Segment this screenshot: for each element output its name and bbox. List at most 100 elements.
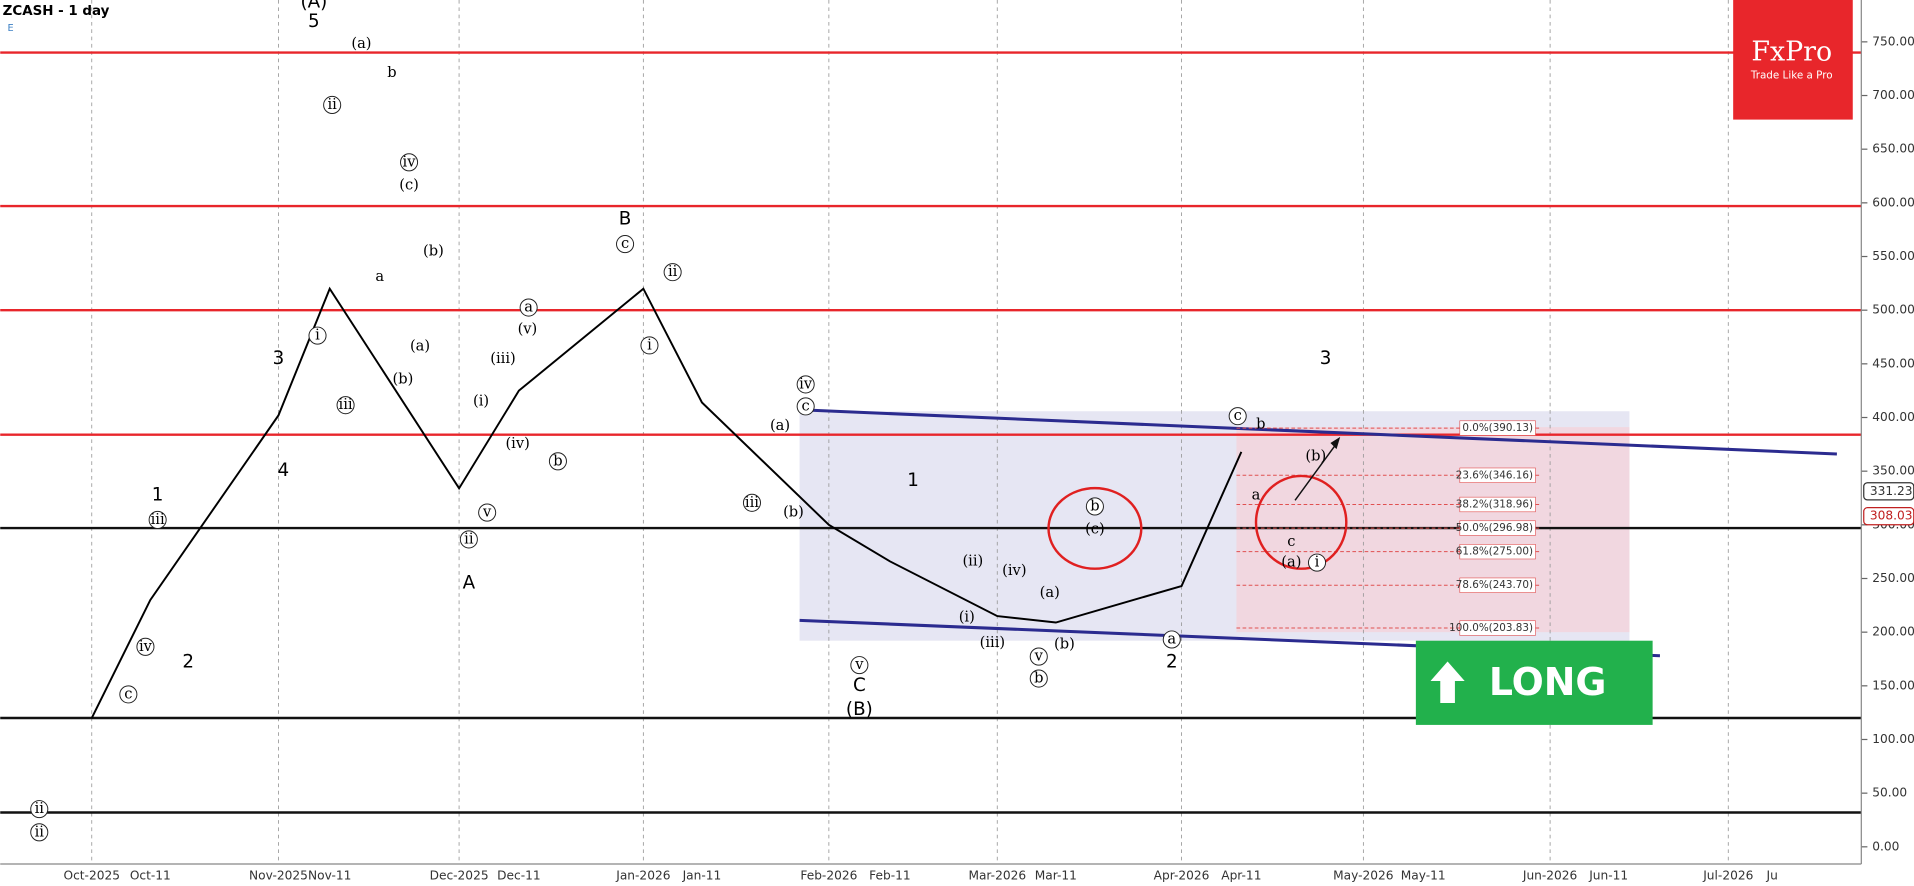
wave-label: (iii) xyxy=(980,634,1005,651)
wave-label: 3 xyxy=(1320,348,1332,369)
symbol-sub: E xyxy=(8,23,14,34)
wave-label: (b) xyxy=(393,371,414,388)
projection-arrow xyxy=(1294,441,1339,501)
circled-wave-label: ii xyxy=(464,530,474,547)
wave-label: b xyxy=(387,64,396,81)
wave-circle xyxy=(640,336,659,355)
wave-label: (a) xyxy=(351,35,371,52)
wave-circle xyxy=(308,326,327,345)
logo-tagline: Trade Like a Pro xyxy=(1750,70,1833,82)
wave-label: 5 xyxy=(308,11,320,32)
wave-label: a xyxy=(375,268,384,285)
wave-label: (i) xyxy=(473,393,489,410)
fib-label: 100.0%(203.83) xyxy=(1449,622,1533,634)
wave-label: (b) xyxy=(1054,635,1075,652)
wave-circle xyxy=(30,800,49,819)
fib-zone xyxy=(1236,427,1630,633)
x-tick-label: Oct-2025 xyxy=(63,869,120,883)
circled-wave-label: ii xyxy=(327,96,337,113)
y-tick-label: 700.00 xyxy=(1872,88,1914,102)
circled-wave-label: ii xyxy=(35,823,45,840)
wave-circle xyxy=(30,823,49,842)
wave-label: (i) xyxy=(959,609,975,626)
wave-circle xyxy=(616,235,635,254)
circled-wave-label: iii xyxy=(339,396,353,413)
wave-circle xyxy=(1029,647,1048,666)
wave-label: (iv) xyxy=(1002,562,1026,579)
x-tick-label: Apr-11 xyxy=(1221,869,1261,883)
fib-label-box xyxy=(1459,620,1536,636)
fib-label-box xyxy=(1459,467,1536,483)
circled-wave-label: iii xyxy=(745,494,759,511)
x-tick-label: Apr-2026 xyxy=(1154,869,1210,883)
wave-label: (a) xyxy=(770,417,790,434)
x-tick-label: Dec-11 xyxy=(497,869,541,883)
wave-circle xyxy=(1162,630,1181,649)
x-tick-label: Nov-2025 xyxy=(249,869,308,883)
circled-wave-label: i xyxy=(647,336,652,353)
y-tick-label: 600.00 xyxy=(1872,195,1914,209)
fib-label: 23.6%(346.16) xyxy=(1456,469,1533,481)
channel-upper xyxy=(805,408,1837,456)
fib-label-box xyxy=(1459,420,1536,436)
wave-label: 1 xyxy=(907,470,919,491)
circled-wave-label: ii xyxy=(35,800,45,817)
x-tick-label: Feb-2026 xyxy=(800,869,857,883)
wave-circle xyxy=(663,263,682,282)
logo-brand: FxPro xyxy=(1751,37,1832,68)
wave-label: 1 xyxy=(152,484,164,505)
circled-wave-label: iv xyxy=(139,638,153,655)
wave-label: c xyxy=(1287,533,1295,550)
wave-label: C xyxy=(853,675,866,696)
circled-wave-label: c xyxy=(621,235,629,252)
y-tick-label: 0.00 xyxy=(1872,839,1899,853)
y-tick-label: 750.00 xyxy=(1872,34,1914,48)
x-tick-label: Jun-11 xyxy=(1588,869,1628,883)
x-tick-label: Nov-11 xyxy=(308,869,351,883)
y-tick-label: 200.00 xyxy=(1872,625,1914,639)
circled-wave-label: b xyxy=(553,452,562,469)
y-tick-label: 500.00 xyxy=(1872,303,1914,317)
circled-wave-label: a xyxy=(524,299,533,316)
wave-circle xyxy=(796,397,815,416)
fib-label-box xyxy=(1459,520,1536,536)
wave-label: B xyxy=(619,209,632,230)
wave-label: (c) xyxy=(399,176,419,193)
y-tick-label: 650.00 xyxy=(1872,142,1914,156)
highlight-circle xyxy=(1047,486,1143,570)
circled-wave-label: iv xyxy=(403,153,417,170)
wave-circle xyxy=(519,298,538,317)
circled-wave-label: v xyxy=(854,656,864,673)
y-tick-label: 450.00 xyxy=(1872,356,1914,370)
x-tick-label: Jul-2026 xyxy=(1702,869,1753,883)
circled-wave-label: b xyxy=(1090,497,1099,514)
x-tick-label: May-11 xyxy=(1401,869,1446,883)
wave-circle xyxy=(336,396,355,415)
x-tick-label: Mar-2026 xyxy=(968,869,1026,883)
long-button[interactable] xyxy=(1415,640,1653,725)
wave-label: (c) xyxy=(1085,521,1105,538)
x-tick-label: Oct-11 xyxy=(130,869,171,883)
wave-circle xyxy=(1029,669,1048,688)
wave-label: (a) xyxy=(410,338,430,355)
wave-circle xyxy=(1085,497,1104,516)
wave-circle xyxy=(1307,553,1327,572)
wave-circle xyxy=(148,510,167,529)
circled-wave-label: iii xyxy=(151,511,165,528)
y-tick-label: 550.00 xyxy=(1872,249,1914,263)
circled-wave-label: c xyxy=(124,685,132,702)
circled-wave-label: i xyxy=(315,327,320,344)
circled-wave-label: c xyxy=(802,397,810,414)
fib-label: 61.8%(275.00) xyxy=(1456,546,1533,558)
x-tick-label: Ju xyxy=(1766,869,1778,883)
y-tick-label: 400.00 xyxy=(1872,410,1914,424)
circled-wave-label: c xyxy=(1234,407,1242,424)
fib-label: 50.0%(296.98) xyxy=(1456,522,1533,534)
wave-label: (a) xyxy=(1281,554,1301,571)
y-tick-label: 50.00 xyxy=(1872,786,1907,800)
wave-label: 4 xyxy=(278,460,290,481)
wave-label: 3 xyxy=(273,348,285,369)
wave-label: (iv) xyxy=(505,435,529,452)
logo-box xyxy=(1733,0,1853,120)
